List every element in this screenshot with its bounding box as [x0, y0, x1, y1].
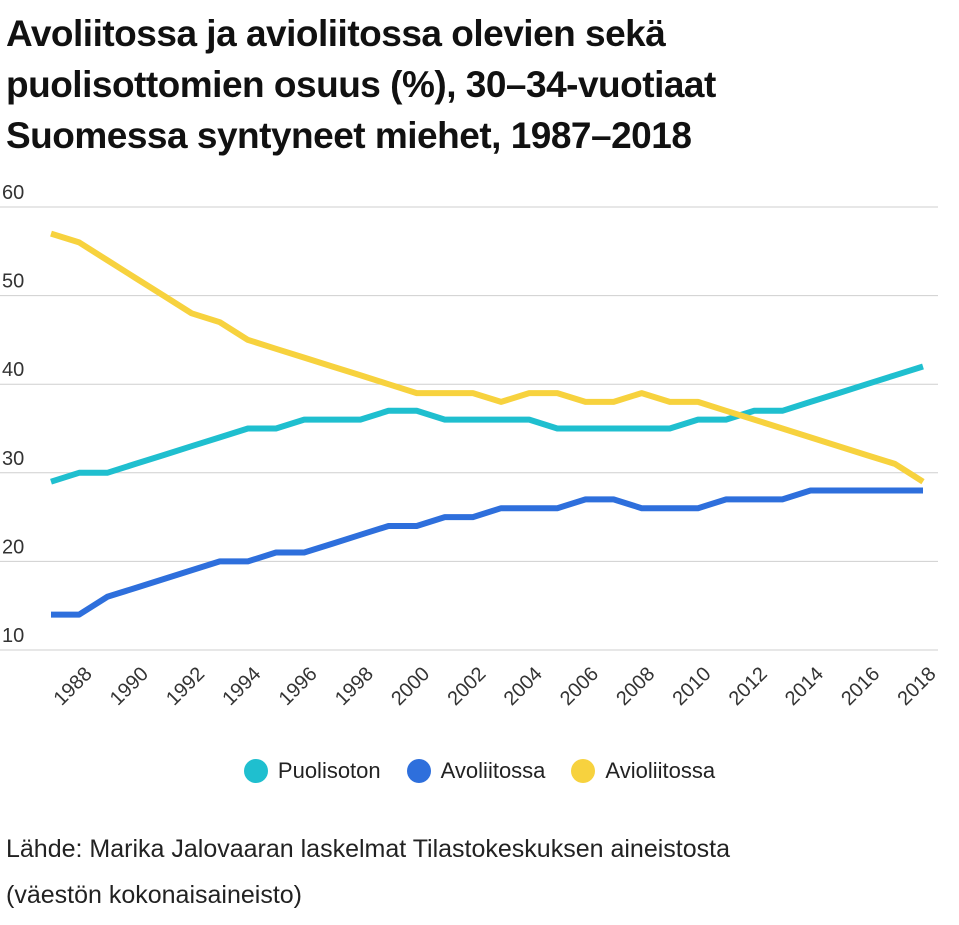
y-tick-label: 10 [2, 625, 24, 647]
legend-swatch-puolisoton [243, 759, 268, 783]
legend-item-avoliitossa: Avoliitossa [406, 758, 546, 784]
y-tick-label: 20 [2, 536, 24, 558]
series-line-avoliitossa [51, 487, 923, 618]
series-line-puolisoton [50, 363, 924, 485]
x-tick-label: 1994 [218, 663, 265, 710]
x-tick-label: 2012 [725, 663, 772, 710]
chart-title: Avoliitossa ja avioliitossa olevien sekä… [6, 8, 946, 161]
x-tick-label: 2016 [837, 663, 884, 710]
legend-label-avioliitossa: Avioliitossa [605, 758, 716, 783]
x-tick-label: 1988 [50, 663, 97, 710]
source-note: Lähde: Marika Jalovaaran laskelmat Tilas… [6, 826, 946, 918]
x-tick-label: 2004 [500, 663, 547, 710]
x-tick-label: 2008 [612, 663, 659, 710]
y-axis-ticks: 10 20 30 40 50 60 [2, 182, 24, 647]
x-tick-label: 2014 [781, 663, 828, 710]
x-tick-label: 2006 [556, 663, 603, 710]
y-tick-label: 60 [2, 182, 24, 204]
chart-legend: Puolisoton Avoliitossa Avioliitossa [0, 758, 959, 784]
y-tick-label: 50 [2, 271, 24, 293]
x-tick-label: 2010 [668, 663, 715, 710]
chart-title-line-2: puolisottomien osuus (%), 30–34-vuotiaat [6, 64, 716, 105]
grid-lines [0, 206, 938, 651]
series-lines [50, 230, 925, 618]
legend-item-avioliitossa: Avioliitossa [571, 758, 715, 784]
x-tick-label: 1990 [106, 663, 153, 710]
x-axis-ticks: 1988 1990 1992 1994 1996 1998 2000 2002 2004 2006… [50, 663, 941, 710]
source-line-1: Lähde: Marika Jalovaaran laskelmat Tilas… [6, 835, 730, 863]
y-tick-label: 40 [2, 359, 24, 381]
legend-swatch-avioliitossa [571, 759, 596, 783]
x-tick-label: 2018 [894, 663, 941, 710]
source-line-2: (väestön kokonaisaineisto) [6, 881, 302, 909]
x-tick-label: 1992 [162, 663, 209, 710]
legend-swatch-avoliitossa [406, 759, 431, 783]
chart-title-line-3: Suomessa syntyneet miehet, 1987–2018 [6, 115, 692, 156]
legend-label-puolisoton: Puolisoton [277, 758, 381, 783]
series-line-avioliitossa [50, 230, 925, 485]
legend-item-puolisoton: Puolisoton [243, 758, 381, 784]
x-tick-label: 2002 [443, 663, 490, 710]
x-tick-label: 2000 [387, 663, 434, 710]
y-tick-label: 30 [2, 448, 24, 470]
chart-title-line-1: Avoliitossa ja avioliitossa olevien sekä [6, 13, 666, 54]
legend-label-avoliitossa: Avoliitossa [440, 758, 546, 783]
x-tick-label: 1998 [331, 663, 378, 710]
x-tick-label: 1996 [275, 663, 322, 710]
